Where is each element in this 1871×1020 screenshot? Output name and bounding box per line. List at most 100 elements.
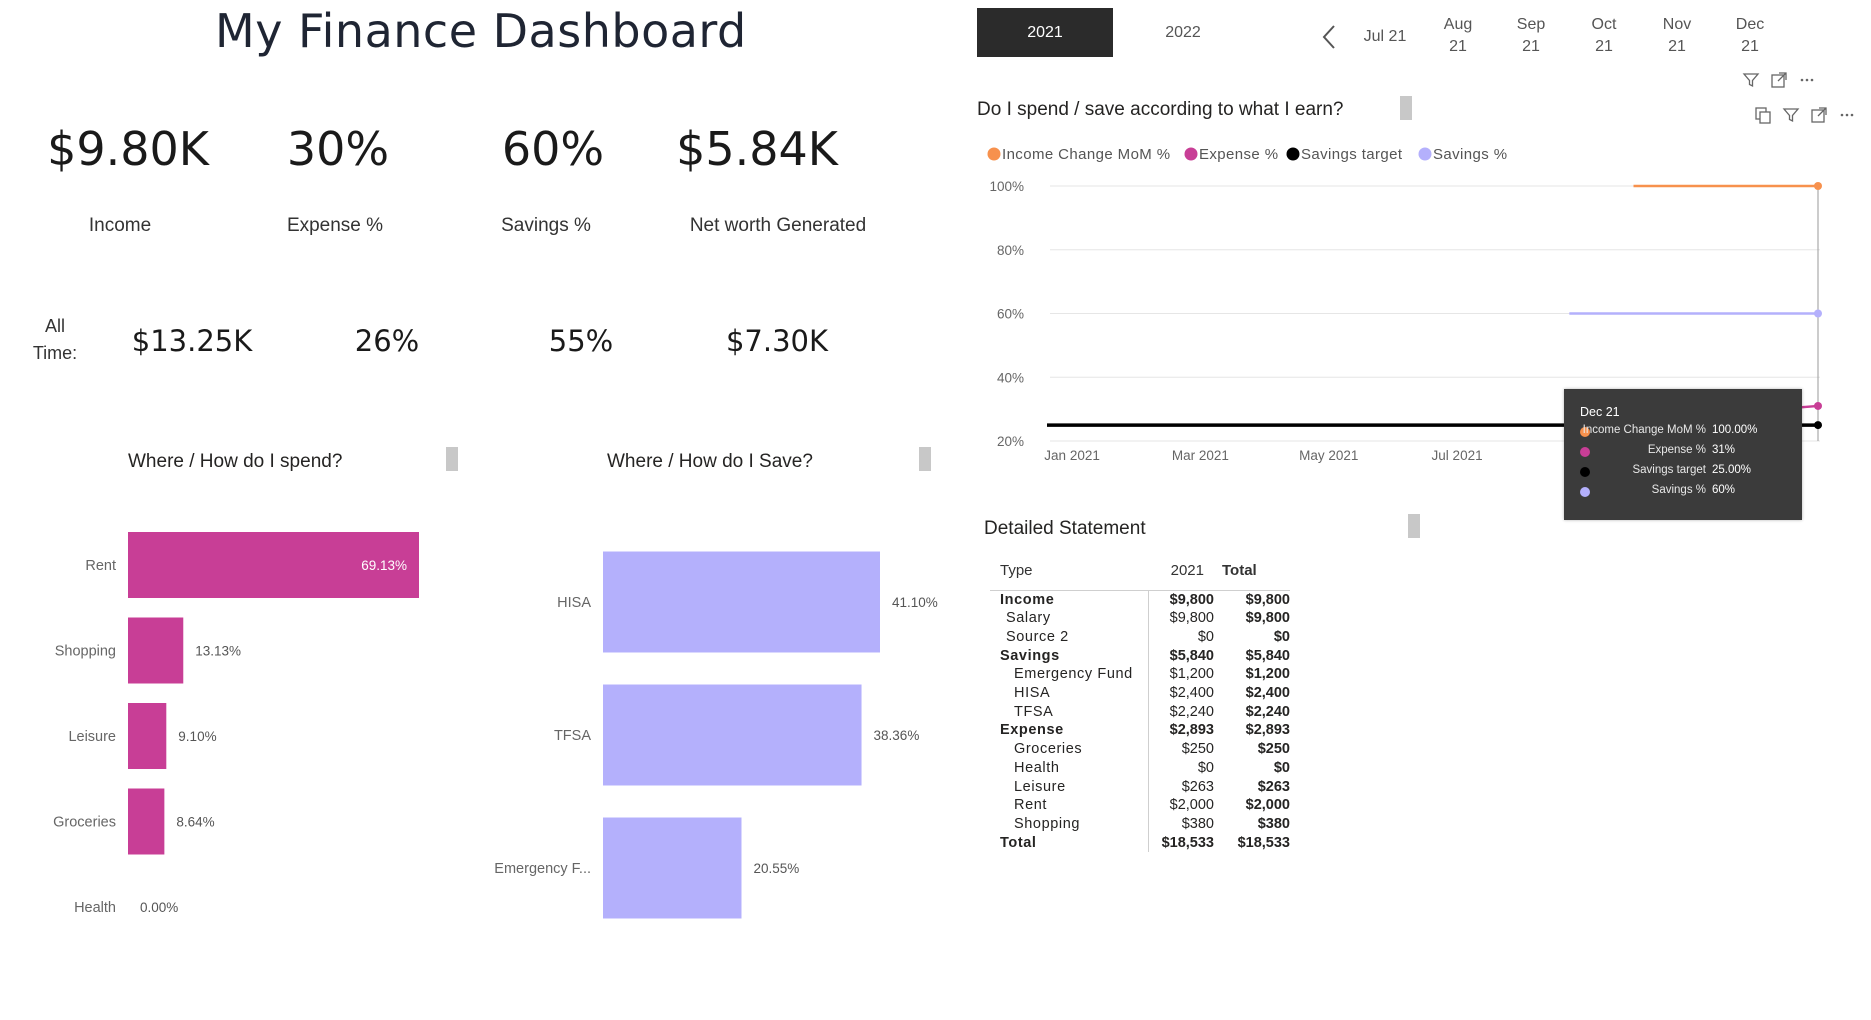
all-time-savings: 55% [548,324,614,358]
row-type: Health [990,758,1149,778]
table-row[interactable]: Salary $9,800 $9,800 [990,609,1290,628]
row-total-value: $0 [1273,628,1290,645]
page-title: My Finance Dashboard [215,4,747,58]
table-row[interactable]: Shopping $380 $380 [990,814,1290,834]
legend-dot [1184,147,1198,161]
spend-bar-chart: Rent 69.13% Shopping 13.13% Leisure 9.10% Groc… [53,532,419,916]
bar[interactable] [128,703,167,769]
table-row[interactable]: Total $18,533 $18,533 [990,833,1290,853]
column-header-total[interactable]: Total [1218,560,1290,591]
row-type: HISA [990,684,1149,703]
category-label: TFSA [554,728,591,744]
copy-icon[interactable] [1753,105,1773,125]
spend-chart-title: Where / How do I spend? [128,451,343,472]
bar[interactable] [128,532,419,598]
month-item-nov-21[interactable]: Nov 21 [1662,16,1692,55]
legend-item[interactable]: Expense % [1184,146,1279,163]
table-row[interactable]: Leisure $263 $263 [990,777,1290,797]
row-total-value: $2,000 [1245,797,1290,814]
row-2021-value: $0 [1197,628,1214,645]
category-label: Emergency F... [494,861,591,877]
statement-scrollbar[interactable] [1408,514,1420,538]
year-tab-2021[interactable]: 2021 [977,8,1113,57]
data-label: 13.13% [195,644,241,659]
year-tab-2022[interactable]: 2022 [1115,8,1251,57]
row-type: Emergency Fund [990,665,1149,685]
more-options-icon[interactable] [1837,105,1857,125]
row-total-value: $18,533 [1237,834,1290,851]
row-total-value: $9,800 [1245,591,1290,608]
category-label: Health [74,900,116,916]
bar[interactable] [603,551,880,653]
table-row[interactable]: Income $9,800 $9,800 [990,590,1290,610]
row-type: TFSA [990,702,1149,722]
legend-dot [1580,427,1590,437]
table-row[interactable]: Emergency Fund $1,200 $1,200 [990,665,1290,685]
focus-mode-icon[interactable] [1809,105,1829,125]
more-options-icon[interactable] [1797,70,1817,90]
kpi-income-label: Income [88,215,152,236]
data-label: 38.36% [874,728,920,743]
table-row[interactable]: Savings $5,840 $5,840 [990,646,1290,666]
tooltip-label: Savings target [1632,464,1706,476]
legend-item[interactable]: Savings target [1286,146,1403,163]
row-2021-value: $0 [1197,759,1214,776]
save-chart-scrollbar[interactable] [919,447,931,471]
row-total-value: $2,400 [1245,685,1290,702]
legend-label: Income Change MoM % [1002,146,1171,163]
bar[interactable] [603,684,862,786]
table-row[interactable]: Rent $2,000 $2,000 [990,796,1290,815]
category-label: Leisure [68,729,116,745]
row-2021-value: $380 [1181,815,1214,832]
chart-tooltip: Dec 21 Income Change MoM % 100.00% Expen… [1564,389,1802,520]
data-point[interactable] [1814,421,1822,430]
row-2021-value: $1,200 [1169,666,1214,683]
row-type: Shopping [990,814,1149,834]
month-item-dec-21[interactable]: Dec 21 [1735,16,1765,55]
month-item-oct-21[interactable]: Oct 21 [1591,16,1617,55]
statement-title: Detailed Statement [984,518,1146,539]
bar[interactable] [603,817,742,919]
y-tick-label: 80% [997,243,1024,258]
line-chart-scrollbar[interactable] [1400,96,1412,120]
data-point[interactable] [1814,309,1822,318]
filter-icon[interactable] [1741,70,1761,90]
filter-icon[interactable] [1781,105,1801,125]
data-point[interactable] [1814,182,1822,190]
table-row[interactable]: Source 2 $0 $0 [990,627,1290,647]
data-label: 9.10% [178,729,216,744]
table-row[interactable]: HISA $2,400 $2,400 [990,684,1290,703]
chevron-left-icon[interactable] [1318,22,1340,52]
legend-dot [1418,147,1432,161]
focus-mode-icon[interactable] [1769,70,1789,90]
y-tick-label: 20% [997,434,1024,449]
column-header-type[interactable]: Type [990,560,1148,591]
data-label: 20.55% [754,861,800,876]
bar[interactable] [128,617,184,684]
column-header-2021[interactable]: 2021 [1148,560,1218,591]
table-row[interactable]: Expense $2,893 $2,893 [990,721,1290,741]
kpi-networth-label: Net worth Generated [689,215,867,236]
row-2021-value: $9,800 [1169,610,1214,627]
month-item-sep-21[interactable]: Sep 21 [1516,16,1546,55]
legend-item[interactable]: Income Change MoM % [987,146,1171,163]
table-header-row: Type 2021 Total [990,560,1290,591]
row-2021-value: $18,533 [1161,834,1214,851]
y-tick-label: 60% [997,307,1024,322]
legend-label: Savings % [1433,146,1507,163]
row-2021-value: $5,840 [1169,647,1214,664]
data-point[interactable] [1814,401,1822,410]
month-item-aug-21[interactable]: Aug 21 [1443,16,1473,55]
row-2021-value: $2,893 [1169,722,1214,739]
kpi-savings-label: Savings % [501,215,591,236]
month-item-jul-21[interactable]: Jul 21 [1363,28,1407,45]
legend-dot [1286,147,1300,161]
table-row[interactable]: TFSA $2,240 $2,240 [990,702,1290,722]
bar[interactable] [128,788,165,855]
table-row[interactable]: Groceries $250 $250 [990,740,1290,759]
all-time-label: All Time: [32,316,78,363]
table-row[interactable]: Health $0 $0 [990,758,1290,778]
legend-dot [1580,467,1590,477]
spend-chart-scrollbar[interactable] [446,447,458,471]
legend-item[interactable]: Savings % [1418,146,1508,163]
